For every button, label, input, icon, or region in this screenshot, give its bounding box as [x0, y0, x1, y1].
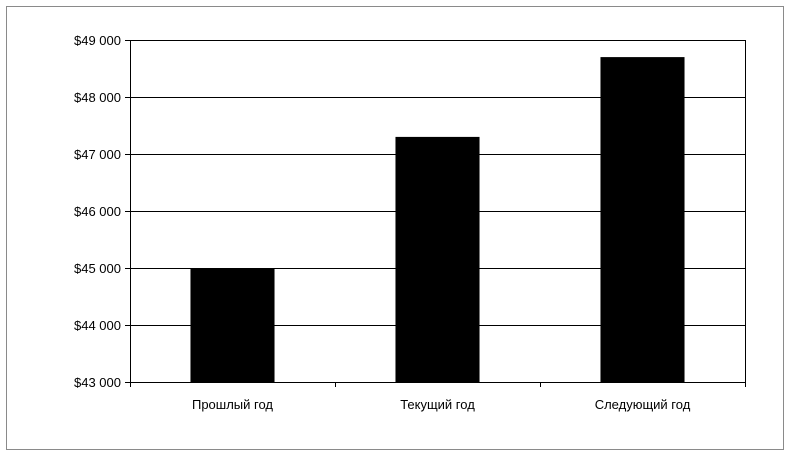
axes — [125, 40, 746, 387]
y-tick-labels: $43 000 $44 000 $45 000 $46 000 $47 000 $48 0… — [74, 33, 121, 390]
bar-1 — [190, 268, 275, 382]
plot-area-border — [130, 40, 746, 383]
y-tick-label: $47 000 — [74, 147, 121, 162]
y-tick-label: $49 000 — [74, 33, 121, 48]
x-tick-labels: Прошлый год Текущий год Следующий год — [192, 397, 691, 412]
y-tick-label: $44 000 — [74, 318, 121, 333]
x-tick-label: Прошлый год — [192, 397, 273, 412]
y-tick-label: $48 000 — [74, 90, 121, 105]
x-tick-label: Следующий год — [595, 397, 691, 412]
bar-2 — [395, 136, 480, 382]
bars — [190, 57, 685, 382]
bar-3 — [600, 57, 685, 382]
y-tick-label: $43 000 — [74, 375, 121, 390]
y-tick-label: $45 000 — [74, 261, 121, 276]
x-tick-label: Текущий год — [400, 397, 475, 412]
y-tick-label: $46 000 — [74, 204, 121, 219]
